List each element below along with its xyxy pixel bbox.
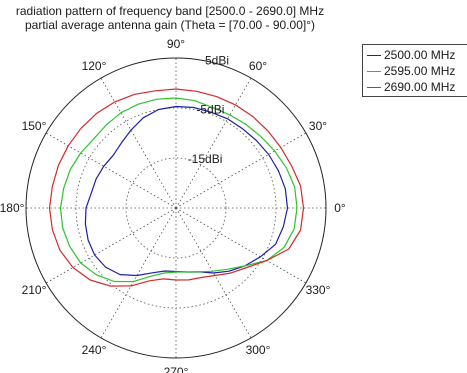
legend-swatch [367, 54, 381, 56]
series-line-2 [59, 97, 298, 283]
angle-tick-label-120: 120° [82, 59, 107, 73]
polar-grid [25, 57, 327, 359]
legend-item-2: 2595.00 MHz [363, 63, 467, 79]
spoke-210 [45, 207, 177, 284]
angle-tick-label-330: 330° [306, 283, 331, 297]
spoke-150 [45, 132, 177, 209]
angle-tick-label-60: 60° [249, 59, 267, 73]
ring--15 [125, 157, 227, 259]
spoke-240 [100, 207, 177, 339]
chart-title-line-1: radiation pattern of frequency band [250… [15, 4, 325, 18]
spoke-330 [175, 207, 307, 284]
angle-tick-label-240: 240° [82, 343, 107, 357]
legend-item-3: 2690.00 MHz [363, 79, 467, 95]
angle-tick-label-0: 0° [334, 201, 346, 215]
angle-tick-label-270: 270° [164, 365, 189, 373]
angle-tick-label-300: 300° [246, 343, 271, 357]
legend-label: 2595.00 MHz [384, 64, 456, 78]
spoke-300 [175, 207, 252, 339]
spoke-30 [175, 132, 307, 209]
spoke-60 [175, 77, 252, 209]
legend-swatch [367, 86, 381, 88]
radial-tick-label-2: 5dBi [205, 53, 229, 67]
ring--5 [75, 107, 277, 309]
radial-tick-label-1: -5dBi [196, 103, 224, 117]
outer-ring [25, 57, 327, 359]
radial-tick-label-0: -15dBi [188, 152, 223, 166]
series-lines [48, 88, 305, 287]
angle-tick-label-210: 210° [22, 283, 47, 297]
spoke-120 [100, 77, 177, 209]
series-line-3 [48, 88, 305, 287]
angle-tick-label-150: 150° [22, 119, 47, 133]
legend-label: 2690.00 MHz [384, 80, 456, 94]
angle-tick-label-180: 180° [0, 201, 25, 215]
tick-labels: 0° 30° 60° 90° 120° 150° 180° 210° 240° 270° 300° 3… [0, 37, 346, 373]
chart-title: radiation pattern of frequency band [250… [0, 4, 340, 32]
angle-tick-label-90: 90° [167, 37, 185, 51]
chart-title-line-2: partial average antenna gain (Theta = [7… [25, 18, 315, 32]
legend-item-1: 2500.00 MHz [363, 47, 467, 63]
legend: 2500.00 MHz 2595.00 MHz 2690.00 MHz [362, 44, 467, 97]
legend-label: 2500.00 MHz [384, 48, 456, 62]
legend-swatch [367, 70, 381, 72]
series-line-1 [84, 105, 289, 277]
angle-tick-label-30: 30° [309, 119, 327, 133]
